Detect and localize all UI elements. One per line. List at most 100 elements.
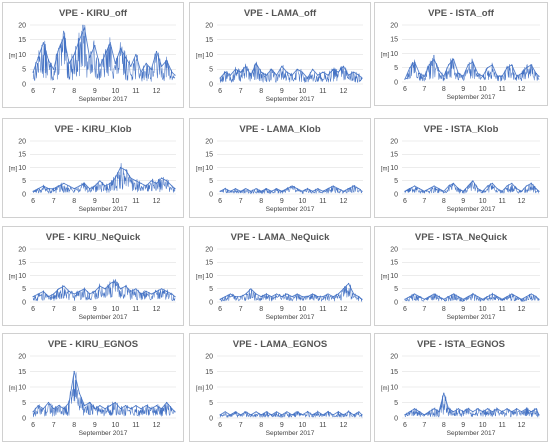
data-point [538, 75, 540, 77]
data-point [496, 296, 498, 298]
series-line [219, 410, 363, 418]
y-tick-label: 10 [18, 273, 26, 280]
data-point [135, 53, 137, 56]
data-point [520, 190, 523, 192]
data-point [296, 411, 298, 413]
x-tick-label: 10 [298, 422, 306, 429]
chart-title: VPE - LAMA_Klob [239, 124, 320, 135]
data-point [348, 411, 350, 413]
data-point [219, 414, 221, 416]
y-tick-label: 10 [18, 384, 26, 391]
data-point [443, 190, 445, 192]
data-point [482, 75, 484, 77]
y-tick-label: 20 [390, 22, 398, 29]
data-point [409, 188, 411, 190]
data-point [161, 408, 163, 410]
x-tick-label: 10 [479, 306, 487, 313]
y-tick-label: 20 [205, 22, 213, 29]
data-point [296, 293, 298, 295]
x-tick-label: 9 [93, 198, 97, 205]
data-point [496, 408, 498, 410]
chart-svg: VPE - KIRU_Klob 0 5 10 15 20 [m] 6 7 8 9 10 11 12 Sept… [9, 124, 176, 213]
y-tick-label: 15 [390, 260, 398, 267]
data-point [37, 56, 39, 59]
data-point [423, 190, 425, 192]
data-point [301, 71, 303, 73]
series-trace [404, 180, 540, 192]
x-tick-label: 10 [111, 422, 119, 429]
data-point [322, 296, 324, 298]
data-point [525, 185, 527, 187]
data-point [312, 293, 314, 295]
data-point [423, 414, 425, 416]
data-point [535, 188, 537, 190]
data-point [150, 68, 152, 70]
data-point [538, 414, 540, 416]
data-point [358, 411, 360, 413]
data-point [414, 293, 416, 295]
data-point [538, 190, 540, 192]
y-tick-label: 0 [22, 81, 26, 88]
data-point [166, 290, 168, 292]
data-point [301, 190, 303, 192]
data-point [477, 72, 479, 75]
data-point [452, 411, 455, 413]
data-point [276, 293, 278, 295]
data-point [166, 59, 168, 62]
data-point [114, 401, 116, 404]
data-point [281, 190, 283, 192]
data-point [353, 185, 355, 187]
data-point [428, 188, 430, 190]
data-point [511, 411, 513, 413]
y-tick-label: 20 [18, 353, 26, 360]
x-tick-label: 6 [403, 306, 407, 313]
x-tick-label: 12 [340, 88, 348, 95]
x-axis-label: September 2017 [447, 430, 496, 437]
data-point [104, 53, 106, 56]
data-point [99, 405, 101, 407]
x-tick-label: 12 [518, 422, 526, 429]
x-tick-label: 9 [93, 88, 97, 95]
y-tick-label: 0 [394, 79, 398, 86]
data-point [535, 296, 537, 298]
y-tick-label: 10 [205, 165, 213, 172]
x-axis-label: September 2017 [266, 430, 315, 437]
x-tick-label: 11 [319, 422, 326, 429]
data-point [327, 411, 329, 413]
data-point [467, 64, 469, 66]
x-tick-label: 12 [518, 86, 526, 93]
data-point [255, 293, 257, 295]
data-point [501, 190, 503, 192]
data-point [438, 296, 440, 298]
data-point [135, 405, 137, 407]
data-point [250, 74, 252, 76]
x-tick-label: 9 [93, 306, 97, 313]
data-point [358, 188, 360, 190]
data-point [63, 36, 65, 38]
data-point [250, 414, 252, 416]
data-point [448, 408, 450, 410]
data-point [332, 68, 334, 70]
data-point [467, 408, 469, 410]
data-point [337, 293, 339, 295]
data-point [477, 296, 479, 298]
x-axis-label: September 2017 [447, 206, 496, 213]
data-point [270, 68, 273, 70]
data-point [281, 296, 283, 298]
data-point [73, 370, 75, 373]
x-tick-label: 9 [280, 422, 284, 429]
data-point [491, 64, 493, 66]
data-point [234, 411, 237, 413]
x-tick-label: 11 [498, 422, 505, 429]
data-point [477, 188, 479, 190]
data-point [516, 75, 518, 77]
data-point [53, 188, 55, 190]
y-tick-label: 20 [205, 138, 213, 145]
data-point [472, 411, 474, 413]
data-point [229, 293, 231, 295]
y-tick-label: 20 [390, 138, 398, 145]
x-tick-label: 6 [218, 198, 222, 205]
series-line [32, 24, 176, 82]
y-tick-label: 15 [390, 152, 398, 159]
x-tick-label: 12 [518, 198, 526, 205]
